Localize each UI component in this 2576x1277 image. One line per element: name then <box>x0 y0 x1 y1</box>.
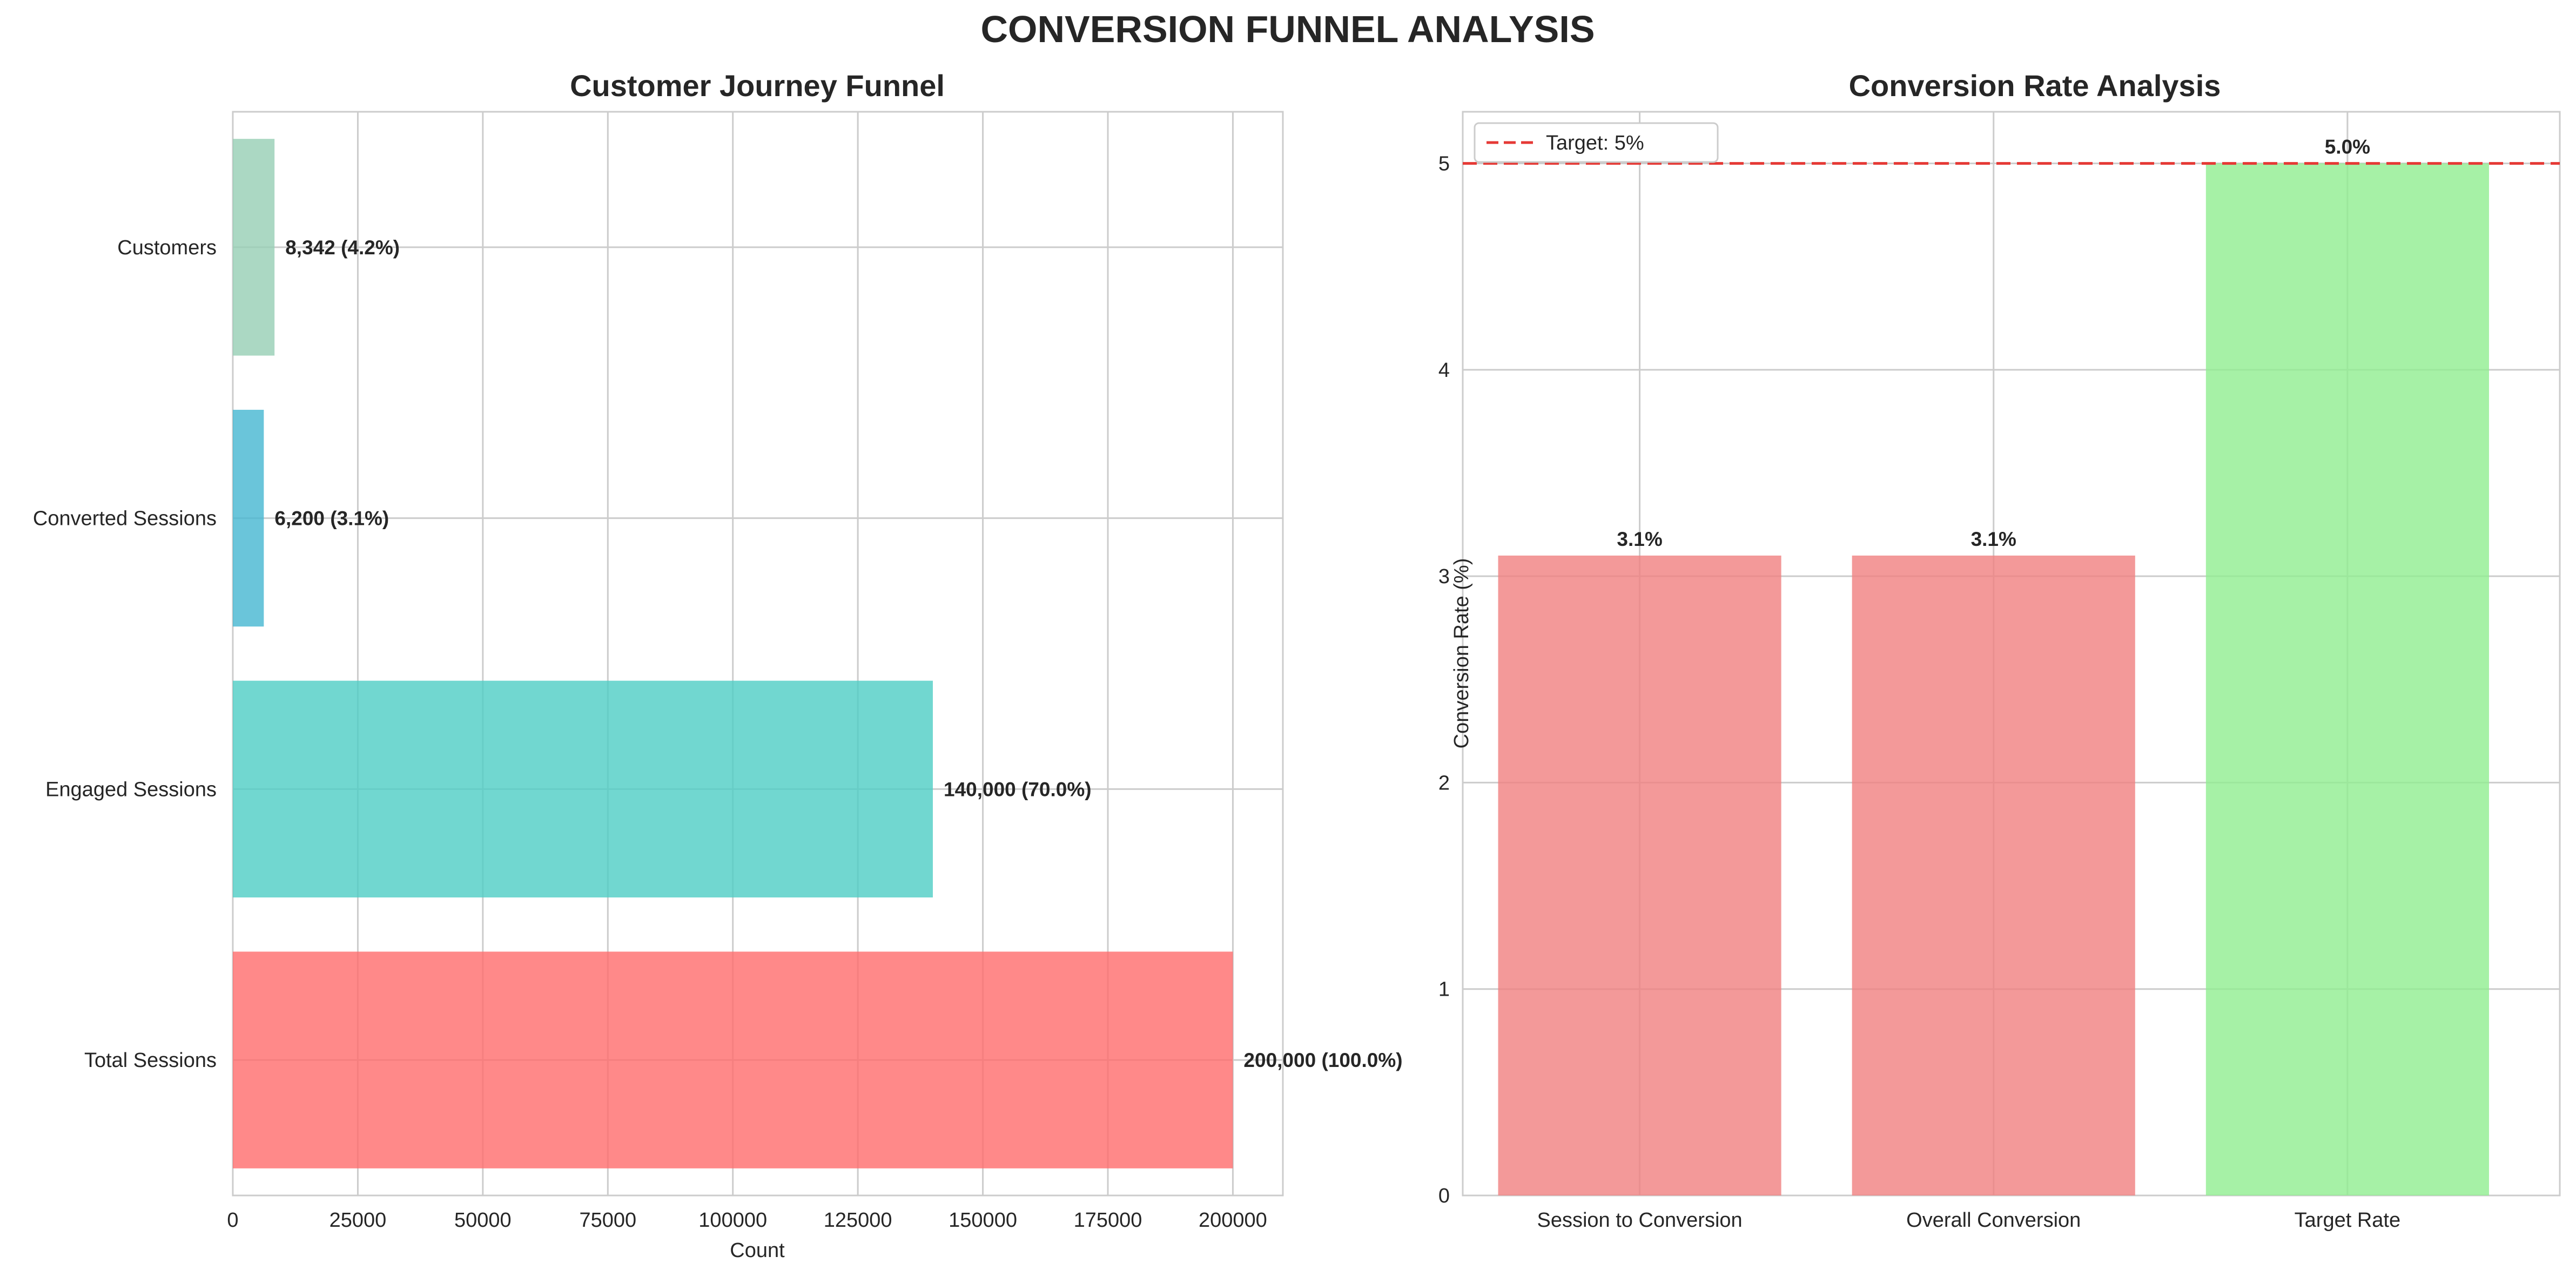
funnel-bar <box>233 680 933 898</box>
funnel-bar <box>233 409 264 627</box>
conversion-y-tick-label: 3 <box>1438 565 1450 588</box>
conversion-y-axis-label: Conversion Rate (%) <box>1450 558 1473 749</box>
funnel-chart: Customer Journey Funnel 200,000 (100.0%)… <box>33 69 1403 1262</box>
conversion-bar-value-label: 3.1% <box>1617 528 1662 550</box>
funnel-x-tick-label: 125000 <box>824 1209 892 1232</box>
funnel-x-tick-label: 0 <box>227 1209 238 1232</box>
funnel-x-tick-labels: 0 25000 50000 75000 100000 125000 150000 175000… <box>227 1209 1267 1232</box>
conversion-bars <box>1498 163 2489 1196</box>
conversion-bar <box>1498 555 1781 1195</box>
conversion-y-tick-label: 5 <box>1438 153 1450 175</box>
conversion-y-tick-label: 2 <box>1438 772 1450 794</box>
conversion-x-tick-label: Overall Conversion <box>1906 1209 2081 1232</box>
funnel-x-tick-label: 200000 <box>1199 1209 1267 1232</box>
conversion-x-tick-labels: Session to Conversion Overall Conversion T… <box>1537 1209 2400 1232</box>
conversion-bar-value-label: 3.1% <box>1971 528 2016 550</box>
legend-target-label: Target: 5% <box>1546 132 1644 154</box>
conversion-x-tick-label: Target Rate <box>2295 1209 2400 1232</box>
conversion-bar-value-label: 5.0% <box>2325 136 2370 158</box>
conversion-bar <box>2205 163 2489 1196</box>
figure-suptitle: CONVERSION FUNNEL ANALYSIS <box>980 8 1595 50</box>
conversion-y-tick-label: 1 <box>1438 978 1450 1001</box>
funnel-x-tick-label: 25000 <box>329 1209 387 1232</box>
funnel-chart-title: Customer Journey Funnel <box>570 69 945 103</box>
funnel-x-tick-label: 50000 <box>454 1209 512 1232</box>
funnel-x-axis-label: Count <box>730 1239 785 1262</box>
funnel-bar-value-label: 8,342 (4.2%) <box>285 237 400 259</box>
conversion-bar-labels: 3.1% 3.1% 5.0% <box>1617 136 2370 550</box>
funnel-bar-value-label: 6,200 (3.1%) <box>274 508 389 530</box>
funnel-x-tick-label: 75000 <box>579 1209 636 1232</box>
funnel-bar-value-label: 200,000 (100.0%) <box>1243 1049 1402 1071</box>
funnel-x-tick-label: 175000 <box>1074 1209 1142 1232</box>
funnel-y-tick-label: Engaged Sessions <box>45 778 217 801</box>
funnel-x-tick-label: 100000 <box>698 1209 767 1232</box>
legend-box <box>1474 122 1719 163</box>
conversion-x-tick-label: Session to Conversion <box>1537 1209 1742 1232</box>
funnel-bars <box>233 139 1233 1168</box>
funnel-y-tick-label: Converted Sessions <box>33 508 217 530</box>
funnel-bar-labels: 200,000 (100.0%) 140,000 (70.0%) 6,200 (3.… <box>274 237 1402 1071</box>
conversion-bar <box>1852 555 2135 1195</box>
conversion-chart-title: Conversion Rate Analysis <box>1849 69 2221 103</box>
funnel-x-tick-label: 150000 <box>949 1209 1017 1232</box>
conversion-y-tick-labels: 0 1 2 3 4 5 <box>1438 153 1450 1207</box>
conversion-y-tick-label: 4 <box>1438 359 1450 382</box>
conversion-y-tick-label: 0 <box>1438 1185 1450 1207</box>
funnel-bar <box>233 951 1233 1168</box>
funnel-bar-value-label: 140,000 (70.0%) <box>944 778 1092 800</box>
conversion-legend: Target: 5% <box>1474 122 1719 163</box>
funnel-y-tick-label: Total Sessions <box>84 1049 217 1072</box>
conversion-rate-chart: Conversion Rate Analysis 3.1% 3.1% 5.0% 0 1… <box>1438 69 2561 1232</box>
funnel-y-tick-label: Customers <box>117 237 217 259</box>
funnel-bar <box>233 139 275 356</box>
funnel-y-tick-labels: Total Sessions Engaged Sessions Converted … <box>33 237 217 1072</box>
